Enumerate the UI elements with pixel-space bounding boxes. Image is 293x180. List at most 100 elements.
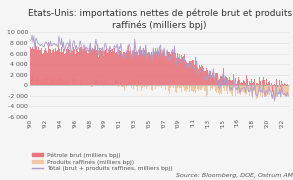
- Bar: [131, 85, 132, 87]
- Bar: [133, 85, 134, 89]
- Bar: [253, 85, 254, 95]
- Bar: [192, 60, 193, 85]
- Bar: [283, 85, 284, 87]
- Bar: [232, 80, 233, 85]
- Bar: [168, 85, 169, 91]
- Bar: [72, 78, 73, 85]
- Bar: [38, 81, 39, 85]
- Bar: [265, 84, 267, 85]
- Bar: [76, 82, 77, 85]
- Bar: [183, 85, 184, 87]
- Bar: [210, 71, 211, 85]
- Bar: [206, 85, 207, 97]
- Bar: [286, 85, 287, 96]
- Bar: [50, 78, 51, 85]
- Bar: [242, 85, 243, 91]
- Bar: [155, 85, 156, 89]
- Bar: [54, 76, 55, 85]
- Bar: [75, 80, 76, 85]
- Bar: [90, 82, 91, 85]
- Bar: [239, 80, 240, 85]
- Bar: [242, 82, 243, 85]
- Bar: [102, 82, 103, 85]
- Bar: [48, 83, 49, 85]
- Bar: [47, 53, 48, 85]
- Bar: [199, 65, 200, 85]
- Bar: [135, 82, 136, 85]
- Bar: [141, 85, 142, 91]
- Bar: [53, 49, 54, 85]
- Bar: [54, 52, 55, 85]
- Bar: [184, 85, 185, 91]
- Bar: [33, 49, 34, 85]
- Bar: [138, 81, 139, 85]
- Bar: [227, 85, 228, 94]
- Bar: [281, 81, 282, 85]
- Bar: [91, 50, 92, 85]
- Bar: [88, 53, 89, 85]
- Bar: [143, 85, 144, 86]
- Bar: [101, 84, 102, 85]
- Bar: [77, 51, 78, 85]
- Bar: [94, 82, 96, 85]
- Bar: [99, 85, 100, 86]
- Bar: [98, 83, 99, 85]
- Bar: [149, 53, 150, 85]
- Bar: [65, 53, 66, 85]
- Bar: [89, 48, 90, 85]
- Bar: [131, 51, 132, 85]
- Bar: [256, 83, 257, 85]
- Bar: [236, 84, 237, 85]
- Bar: [122, 55, 123, 85]
- Bar: [132, 84, 133, 85]
- Bar: [152, 85, 153, 91]
- Bar: [128, 84, 129, 85]
- Bar: [213, 73, 214, 85]
- Bar: [270, 85, 271, 91]
- Bar: [276, 85, 277, 92]
- Bar: [195, 57, 196, 85]
- Bar: [262, 80, 263, 85]
- Bar: [241, 85, 242, 94]
- Bar: [233, 85, 234, 89]
- Bar: [125, 53, 126, 85]
- Bar: [37, 78, 38, 85]
- Bar: [228, 80, 229, 85]
- Bar: [58, 77, 59, 85]
- Bar: [160, 49, 161, 85]
- Bar: [97, 84, 98, 85]
- Bar: [210, 85, 211, 91]
- Bar: [163, 52, 164, 85]
- Bar: [111, 84, 112, 85]
- Bar: [250, 83, 251, 85]
- Bar: [217, 73, 218, 85]
- Bar: [287, 84, 288, 85]
- Bar: [200, 85, 201, 90]
- Bar: [38, 47, 39, 85]
- Bar: [179, 85, 180, 88]
- Bar: [213, 80, 214, 85]
- Bar: [127, 84, 128, 85]
- Bar: [44, 82, 45, 85]
- Bar: [192, 85, 193, 91]
- Bar: [176, 58, 177, 85]
- Bar: [219, 85, 220, 95]
- Bar: [171, 52, 172, 85]
- Bar: [153, 51, 154, 85]
- Bar: [167, 51, 168, 85]
- Bar: [224, 85, 225, 91]
- Bar: [61, 47, 62, 85]
- Bar: [46, 51, 47, 85]
- Bar: [233, 74, 234, 85]
- Bar: [134, 45, 135, 85]
- Bar: [237, 81, 238, 85]
- Bar: [78, 82, 79, 85]
- Bar: [82, 83, 84, 85]
- Bar: [274, 85, 275, 102]
- Bar: [229, 82, 230, 85]
- Bar: [225, 76, 226, 85]
- Bar: [150, 84, 151, 85]
- Bar: [177, 85, 178, 88]
- Bar: [244, 81, 245, 85]
- Bar: [56, 51, 57, 85]
